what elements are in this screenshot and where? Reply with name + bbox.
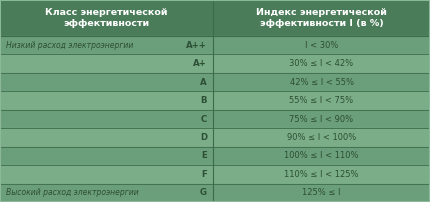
Bar bbox=[213, 91, 430, 110]
Bar bbox=[0, 184, 213, 202]
Text: 42% ≤ I < 55%: 42% ≤ I < 55% bbox=[289, 78, 353, 87]
Bar bbox=[0, 55, 213, 73]
Bar bbox=[213, 110, 430, 128]
Text: F: F bbox=[201, 170, 207, 179]
Bar bbox=[213, 165, 430, 184]
Text: I < 30%: I < 30% bbox=[305, 41, 338, 50]
Text: Индекс энергетической
эффективности I (в %): Индекс энергетической эффективности I (в… bbox=[256, 8, 387, 28]
Text: Класс энергетической
эффективности: Класс энергетической эффективности bbox=[45, 8, 168, 28]
Bar bbox=[213, 184, 430, 202]
Bar bbox=[213, 0, 430, 36]
Bar bbox=[213, 128, 430, 147]
Text: 100% ≤ I < 110%: 100% ≤ I < 110% bbox=[284, 151, 359, 160]
Bar bbox=[213, 73, 430, 91]
Text: A++: A++ bbox=[186, 41, 207, 50]
Bar bbox=[0, 73, 213, 91]
Bar bbox=[0, 128, 213, 147]
Bar bbox=[0, 0, 213, 36]
Bar bbox=[0, 36, 213, 55]
Text: Низкий расход электроэнергии: Низкий расход электроэнергии bbox=[6, 41, 133, 50]
Bar bbox=[0, 165, 213, 184]
Text: E: E bbox=[201, 151, 207, 160]
Text: 75% ≤ I < 90%: 75% ≤ I < 90% bbox=[289, 115, 353, 123]
Bar bbox=[213, 55, 430, 73]
Text: 125% ≤ I: 125% ≤ I bbox=[302, 188, 341, 197]
Bar bbox=[0, 91, 213, 110]
Bar bbox=[213, 147, 430, 165]
Text: 90% ≤ I < 100%: 90% ≤ I < 100% bbox=[287, 133, 356, 142]
Text: C: C bbox=[201, 115, 207, 123]
Bar bbox=[213, 36, 430, 55]
Text: 30% ≤ I < 42%: 30% ≤ I < 42% bbox=[289, 59, 353, 68]
Text: G: G bbox=[200, 188, 207, 197]
Text: B: B bbox=[200, 96, 207, 105]
Text: A: A bbox=[200, 78, 207, 87]
Text: 55% ≤ I < 75%: 55% ≤ I < 75% bbox=[289, 96, 353, 105]
Bar bbox=[0, 110, 213, 128]
Text: A+: A+ bbox=[193, 59, 207, 68]
Text: D: D bbox=[200, 133, 207, 142]
Bar bbox=[0, 147, 213, 165]
Text: 110% ≤ I < 125%: 110% ≤ I < 125% bbox=[284, 170, 359, 179]
Text: Высокий расход электроэнергии: Высокий расход электроэнергии bbox=[6, 188, 139, 197]
